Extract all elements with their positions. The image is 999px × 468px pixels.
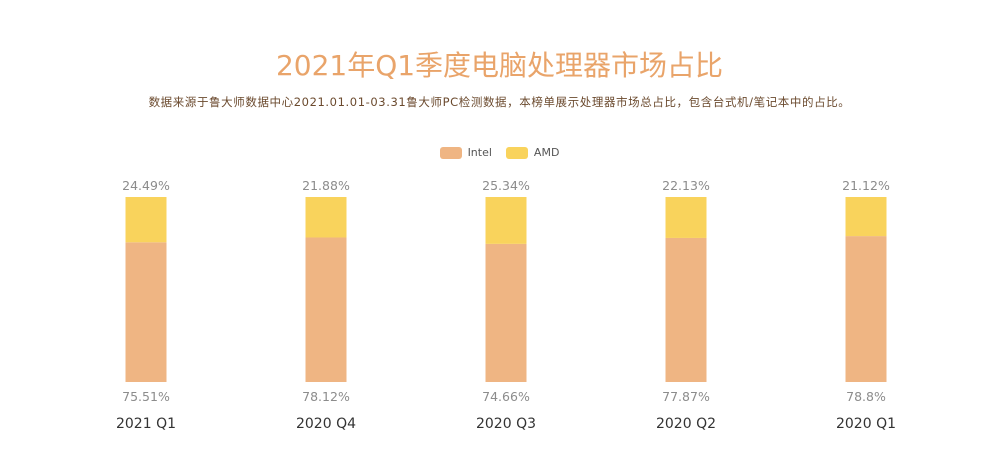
bar-amd [305, 197, 347, 238]
x-tick-label: 2020 Q2 [656, 416, 716, 432]
bar-intel [125, 242, 167, 382]
legend-item-intel[interactable]: Intel [439, 146, 492, 159]
data-label-intel: 78.8% [846, 389, 886, 404]
x-tick-label: 2021 Q1 [116, 416, 176, 432]
bar-intel [305, 237, 347, 382]
data-label-amd: 25.34% [482, 178, 530, 193]
x-tick-label: 2020 Q4 [296, 416, 356, 432]
data-label-intel: 78.12% [302, 389, 350, 404]
legend-swatch-amd [505, 146, 528, 159]
data-label-amd: 21.12% [842, 178, 890, 193]
chart-subtitle: 数据来源于鲁大师数据中心2021.01.01-03.31鲁大师PC检测数据，本榜… [148, 95, 851, 109]
data-label-amd: 24.49% [122, 178, 170, 193]
bar-amd [125, 197, 167, 243]
data-label-amd: 22.13% [662, 178, 710, 193]
bar-amd [485, 197, 527, 244]
data-label-intel: 74.66% [482, 389, 530, 404]
data-label-intel: 75.51% [122, 389, 170, 404]
legend-label-amd: AMD [533, 146, 560, 159]
legend-item-amd[interactable]: AMD [505, 146, 560, 159]
legend-swatch-intel [439, 146, 462, 159]
x-tick-label: 2020 Q3 [476, 416, 536, 432]
data-label-amd: 21.88% [302, 178, 350, 193]
x-tick-label: 2020 Q1 [836, 416, 896, 432]
bar-intel [845, 236, 887, 382]
legend-label-intel: Intel [467, 146, 492, 159]
chart-title: 2021年Q1季度电脑处理器市场占比 [275, 49, 724, 82]
bar-intel [485, 243, 527, 382]
data-label-intel: 77.87% [662, 389, 710, 404]
legend: Intel AMD [0, 146, 999, 159]
bar-amd [665, 197, 707, 238]
bar-intel [665, 237, 707, 382]
bar-amd [845, 197, 887, 237]
